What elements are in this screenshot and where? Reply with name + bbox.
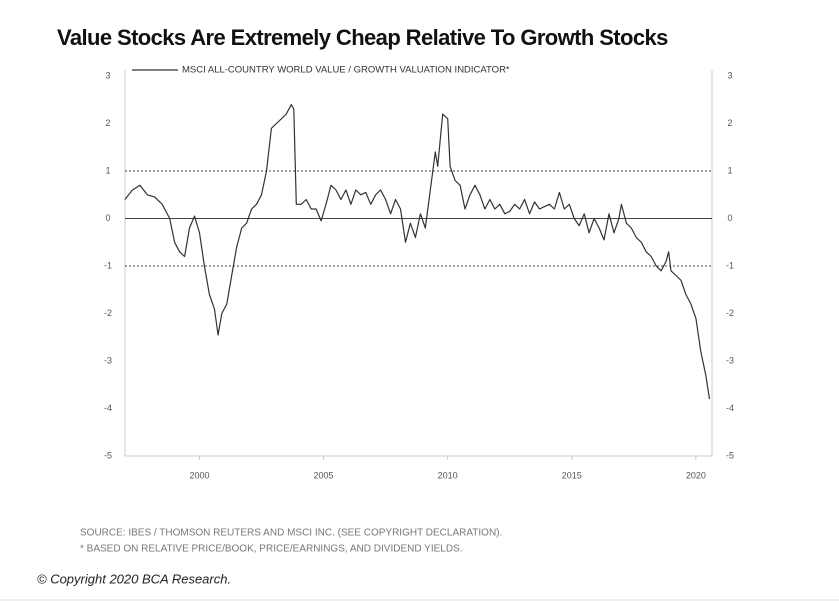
y-tick-label: 2 [105, 118, 110, 128]
y-tick-label: -3 [104, 355, 112, 365]
x-tick-label: 2005 [314, 470, 334, 480]
x-tick-label: 2015 [562, 470, 582, 480]
y2-tick-label: -2 [726, 308, 734, 318]
chart-title: Value Stocks Are Extremely Cheap Relativ… [57, 25, 668, 50]
footnote: * BASED ON RELATIVE PRICE/BOOK, PRICE/EA… [80, 544, 463, 555]
y2-tick-label: -1 [726, 260, 734, 270]
y-tick-label: -5 [104, 450, 112, 460]
y2-tick-label: -5 [726, 450, 734, 460]
y2-tick-label: 3 [727, 70, 732, 80]
x-tick-label: 2020 [686, 470, 706, 480]
y2-tick-label: -3 [726, 355, 734, 365]
y2-tick-label: -4 [726, 403, 734, 413]
x-tick-label: 2000 [189, 470, 209, 480]
series-line [124, 103, 711, 400]
y2-tick-label: 0 [727, 213, 732, 223]
y-tick-label: 0 [105, 213, 110, 223]
source-note: SOURCE: IBES / THOMSON REUTERS AND MSCI … [80, 528, 502, 539]
y-tick-label: -1 [104, 260, 112, 270]
x-tick-label: 2010 [438, 470, 458, 480]
y-tick-label: 3 [105, 70, 110, 80]
y-tick-label: -2 [104, 308, 112, 318]
copyright: © Copyright 2020 BCA Research. [37, 571, 231, 586]
y-tick-label: 1 [105, 165, 110, 175]
y2-tick-label: 1 [727, 165, 732, 175]
y-tick-label: -4 [104, 403, 112, 413]
legend-label: MSCI ALL-COUNTRY WORLD VALUE / GROWTH VA… [182, 65, 510, 76]
y2-tick-label: 2 [727, 118, 732, 128]
